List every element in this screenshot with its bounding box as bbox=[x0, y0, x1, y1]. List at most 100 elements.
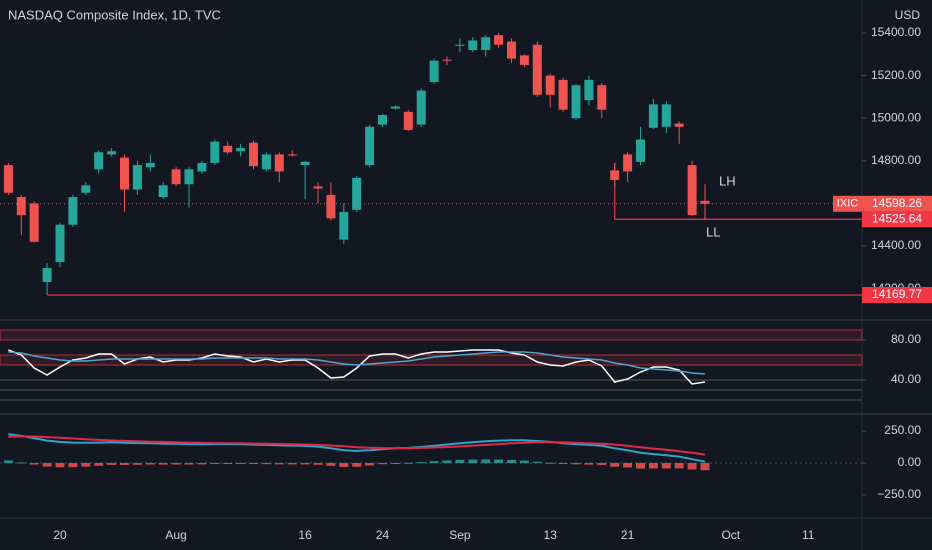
histogram-bar bbox=[249, 463, 258, 465]
candle-body bbox=[378, 115, 387, 125]
candle-body bbox=[352, 177, 362, 210]
candle-body bbox=[107, 151, 117, 155]
histogram-bar bbox=[120, 463, 129, 465]
histogram-bar bbox=[300, 463, 310, 465]
histogram-bar bbox=[532, 461, 542, 464]
y-tick-label: 0.00 bbox=[898, 455, 922, 469]
histogram-bar bbox=[674, 463, 684, 469]
line-series bbox=[8, 351, 706, 375]
last-price-label: 14598.26 bbox=[872, 196, 922, 210]
y-tick-label: 14400.00 bbox=[871, 238, 921, 252]
level-box bbox=[862, 211, 932, 228]
histogram-bar bbox=[378, 463, 387, 465]
histogram-bar bbox=[481, 459, 491, 464]
histogram-bar bbox=[558, 463, 568, 465]
candle-body bbox=[171, 169, 181, 185]
candle-body bbox=[648, 104, 658, 128]
y-tick-label: 15400.00 bbox=[871, 25, 921, 39]
histogram-bar bbox=[223, 463, 233, 465]
candle-body bbox=[16, 197, 26, 216]
histogram-bar bbox=[29, 463, 39, 465]
candle-body bbox=[313, 186, 323, 189]
histogram-bar bbox=[158, 463, 168, 465]
histogram-bar bbox=[687, 463, 697, 470]
histogram-bar bbox=[610, 463, 620, 467]
histogram-bar bbox=[171, 463, 181, 465]
line-series bbox=[8, 433, 706, 463]
candle-body bbox=[300, 161, 310, 166]
histogram-bar bbox=[42, 463, 52, 467]
histogram-bar bbox=[648, 463, 658, 469]
histogram-bar bbox=[468, 459, 478, 464]
histogram-bar bbox=[68, 463, 78, 468]
line-series bbox=[8, 435, 706, 456]
histogram-bar bbox=[145, 463, 155, 465]
histogram-bar bbox=[326, 463, 336, 466]
histogram-bar bbox=[700, 463, 710, 471]
candle-body bbox=[442, 59, 452, 61]
histogram-bar bbox=[623, 463, 633, 468]
candle-body bbox=[120, 157, 129, 190]
level-label: 14525.64 bbox=[872, 211, 922, 225]
histogram-bar bbox=[313, 463, 323, 465]
histogram-bar bbox=[545, 462, 555, 464]
histogram-bar bbox=[107, 463, 117, 465]
histogram-bar bbox=[3, 460, 13, 464]
candle-body bbox=[468, 40, 478, 51]
histogram-bar bbox=[184, 463, 194, 465]
histogram-bar bbox=[494, 459, 504, 464]
candle-body bbox=[519, 55, 529, 65]
symbol-box bbox=[833, 195, 862, 212]
x-tick-label: Oct bbox=[721, 528, 740, 542]
candle-body bbox=[390, 106, 400, 109]
histogram-bar bbox=[661, 463, 671, 469]
level-box bbox=[862, 287, 932, 304]
histogram-bar bbox=[597, 463, 607, 466]
histogram-bar bbox=[416, 462, 426, 464]
candle-body bbox=[700, 200, 710, 204]
candle-body bbox=[326, 194, 336, 219]
candle-body bbox=[42, 267, 52, 283]
histogram-bar bbox=[287, 463, 297, 465]
level-label: 14169.77 bbox=[872, 287, 922, 301]
candle-body bbox=[403, 111, 413, 130]
candle-body bbox=[571, 85, 581, 119]
histogram-bar bbox=[507, 459, 516, 464]
symbol-label: IXIC bbox=[837, 198, 858, 210]
histogram-bar bbox=[442, 460, 452, 464]
histogram-bar bbox=[16, 462, 26, 464]
y-tick-label: 40.00 bbox=[891, 372, 921, 386]
histogram-bar bbox=[197, 463, 207, 465]
histogram-bar bbox=[210, 463, 220, 465]
candle-body bbox=[545, 75, 555, 95]
candle-body bbox=[339, 211, 349, 240]
chart-title: NASDAQ Composite Index, 1D, TVC bbox=[8, 7, 221, 22]
candle-body bbox=[197, 162, 207, 172]
candle-body bbox=[68, 197, 78, 225]
candle-body bbox=[274, 154, 284, 172]
x-tick-label: 16 bbox=[298, 528, 312, 542]
band bbox=[0, 354, 863, 366]
candle-body bbox=[29, 203, 39, 242]
x-tick-label: Sep bbox=[449, 528, 471, 542]
candle-body bbox=[94, 152, 104, 170]
histogram-bar bbox=[571, 463, 581, 465]
y-tick-label: 250.00 bbox=[884, 423, 921, 437]
annotation: LL bbox=[706, 224, 720, 239]
histogram-bar bbox=[584, 463, 594, 465]
x-tick-label: 21 bbox=[621, 528, 635, 542]
histogram-bar bbox=[81, 463, 91, 467]
histogram-bar bbox=[636, 463, 645, 469]
x-tick-label: 11 bbox=[802, 528, 815, 542]
histogram-bar bbox=[429, 461, 439, 464]
candle-body bbox=[623, 154, 633, 172]
candle-body bbox=[223, 145, 233, 153]
candle-body bbox=[261, 154, 271, 170]
annotation: LH bbox=[719, 173, 736, 188]
candle-body bbox=[429, 60, 439, 83]
candle-body bbox=[416, 90, 426, 125]
histogram-bar bbox=[339, 463, 349, 467]
y-tick-label: 15200.00 bbox=[871, 68, 921, 82]
